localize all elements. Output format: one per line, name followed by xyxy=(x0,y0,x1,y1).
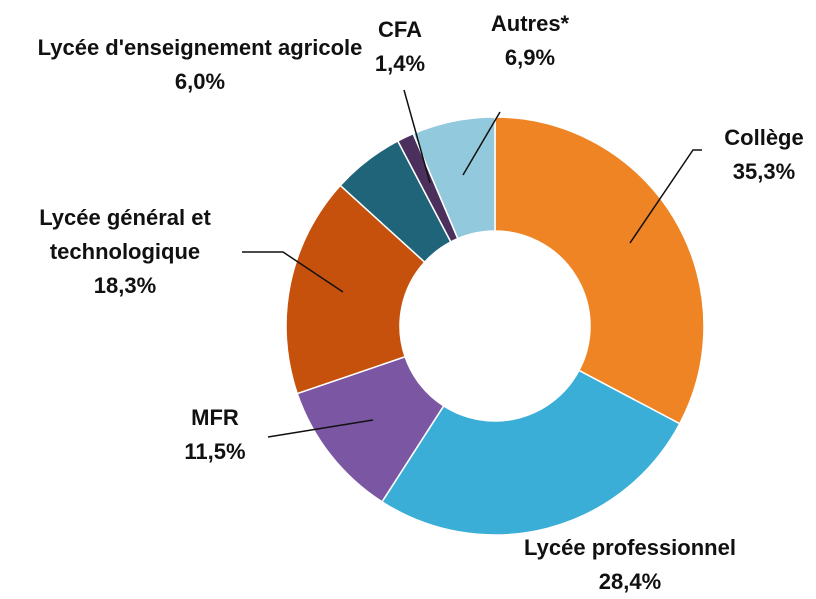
leader-line xyxy=(462,111,501,176)
slice-label: Lycée général et technologique 18,3% xyxy=(0,201,250,303)
value-label: 1,4% xyxy=(374,51,426,76)
value-label: 6,9% xyxy=(504,45,556,70)
slice-label: MFR 11,5% xyxy=(155,401,275,469)
leader-line xyxy=(242,251,344,293)
value-label: 11,5% xyxy=(184,439,246,464)
leader-line xyxy=(629,149,702,244)
slice-label: Autres* 6,9% xyxy=(470,7,590,75)
value-label: 6,0% xyxy=(174,69,226,94)
slice-label: CFA 1,4% xyxy=(350,13,450,81)
donut-slice xyxy=(285,184,426,395)
value-label: 18,3% xyxy=(93,273,157,298)
donut-slice xyxy=(412,116,496,240)
value-label: 28,4% xyxy=(598,569,662,594)
category-label: Collège xyxy=(724,125,804,150)
category-label: Lycée professionnel xyxy=(524,535,736,560)
category-label: CFA xyxy=(378,17,422,42)
category-label: Lycée général et technologique xyxy=(39,205,211,264)
donut-slice xyxy=(380,369,681,536)
leader-line xyxy=(267,419,374,438)
slice-label: Lycée professionnel 28,4% xyxy=(470,531,790,599)
slice-label: Lycée d'enseignement agricole 6,0% xyxy=(30,31,370,99)
category-label: MFR xyxy=(191,405,239,430)
category-label: Autres* xyxy=(490,11,570,36)
donut-slice xyxy=(494,116,705,425)
category-label: Lycée d'enseignement agricole xyxy=(37,35,363,60)
slice-label: Collège 35,3% xyxy=(694,121,816,189)
value-label: 35,3% xyxy=(732,159,796,184)
leader-line xyxy=(403,89,431,184)
